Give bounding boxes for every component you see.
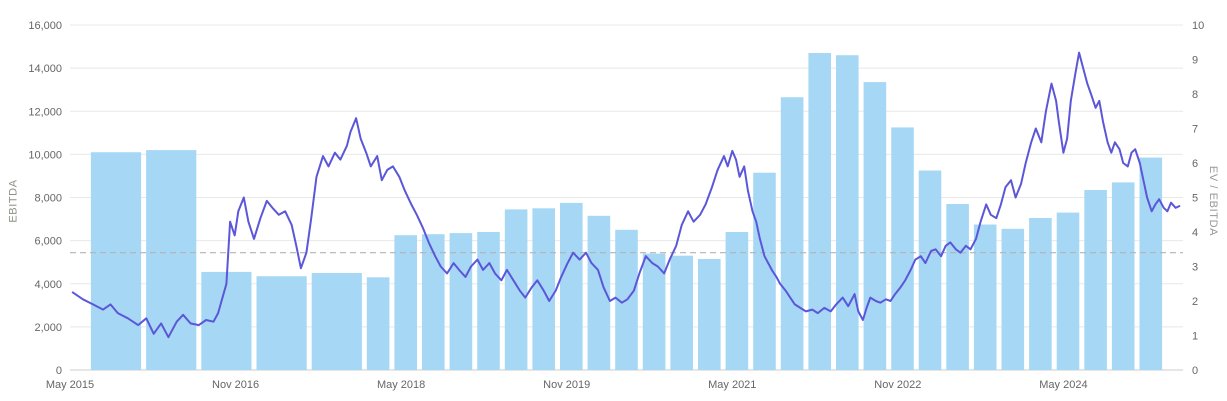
left-axis-tick-label: 10,000 xyxy=(28,149,62,161)
left-axis-tick-label: 12,000 xyxy=(28,106,62,118)
ev-ebitda-line[interactable] xyxy=(71,51,1181,339)
left-axis-tick-label: 14,000 xyxy=(28,63,62,75)
x-axis-tick-label: Nov 2022 xyxy=(874,379,921,391)
right-axis-tick-label: 10 xyxy=(1192,20,1204,32)
right-axis-tick-label: 0 xyxy=(1192,365,1198,377)
ebitda-bar[interactable] xyxy=(504,209,528,370)
ebitda-bar[interactable] xyxy=(918,170,942,371)
ebitda-bar[interactable] xyxy=(946,204,969,370)
ebitda-bar[interactable] xyxy=(1001,228,1025,370)
ebitda-bar[interactable] xyxy=(1029,218,1052,370)
ebitda-bar[interactable] xyxy=(449,233,473,370)
right-axis-tick-label: 4 xyxy=(1192,227,1198,239)
ebitda-bar[interactable] xyxy=(1139,157,1163,370)
right-axis-tick-label: 6 xyxy=(1192,158,1198,170)
left-axis-tick-label: 8,000 xyxy=(34,193,62,205)
ebitda-bar[interactable] xyxy=(973,224,997,371)
ebitda-bar[interactable] xyxy=(836,55,859,370)
ebitda-bar[interactable] xyxy=(422,234,445,370)
ebitda-bar[interactable] xyxy=(366,277,390,370)
ebitda-bar[interactable] xyxy=(146,150,197,370)
ebitda-bar[interactable] xyxy=(1056,212,1080,370)
ebitda-bar[interactable] xyxy=(780,97,804,370)
x-axis-tick-label: Nov 2016 xyxy=(212,379,259,391)
ebitda-bar[interactable] xyxy=(1084,190,1107,370)
right-axis-tick-label: 5 xyxy=(1192,193,1198,205)
ebitda-bar[interactable] xyxy=(642,253,666,370)
ebitda-bar[interactable] xyxy=(725,232,749,370)
right-axis-tick-label: 8 xyxy=(1192,89,1198,101)
right-axis-tick-label: 7 xyxy=(1192,124,1198,136)
ebitda-bar[interactable] xyxy=(891,127,914,371)
x-axis-tick-label: May 2015 xyxy=(46,379,94,391)
left-axis-tick-label: 2,000 xyxy=(34,322,62,334)
x-axis-tick-label: May 2024 xyxy=(1039,379,1087,391)
ebitda-bar[interactable] xyxy=(863,82,887,370)
ebitda-bar[interactable] xyxy=(394,235,417,370)
left-axis-tick-label: 4,000 xyxy=(34,279,62,291)
ebitda-bar[interactable] xyxy=(808,53,831,370)
x-axis-tick-label: May 2021 xyxy=(708,379,756,391)
ebitda-bar[interactable] xyxy=(698,259,721,370)
left-axis-tick-label: 0 xyxy=(56,365,62,377)
left-axis-tick-label: 16,000 xyxy=(28,20,62,32)
right-axis-tick-label: 1 xyxy=(1192,331,1198,343)
ebitda-bar[interactable] xyxy=(560,202,583,370)
ebitda-bar[interactable] xyxy=(90,152,142,370)
right-axis-tick-label: 2 xyxy=(1192,296,1198,308)
right-axis-tick-label: 3 xyxy=(1192,262,1198,274)
x-axis-tick-label: Nov 2019 xyxy=(543,379,590,391)
ebitda-bar[interactable] xyxy=(477,232,500,370)
ebitda-bar[interactable] xyxy=(587,215,611,370)
ebitda-bar[interactable] xyxy=(753,172,776,370)
right-axis-tick-label: 9 xyxy=(1192,55,1198,67)
left-axis-tick-label: 6,000 xyxy=(34,236,62,248)
ebitda-bar[interactable] xyxy=(256,276,307,370)
ebitda-bar[interactable] xyxy=(1111,182,1135,370)
ebitda-bar[interactable] xyxy=(311,273,362,370)
ebitda-bar[interactable] xyxy=(670,255,693,370)
x-axis-tick-label: May 2018 xyxy=(377,379,425,391)
